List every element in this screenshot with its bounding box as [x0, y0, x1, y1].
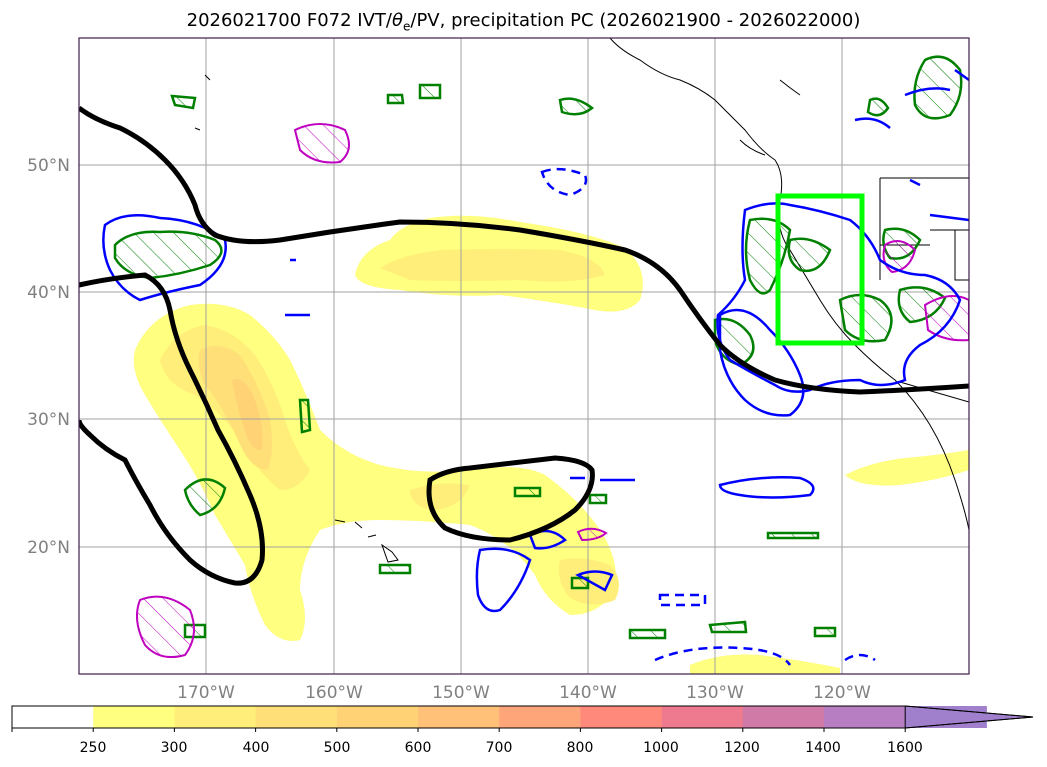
colorbar-labels: 250 300 400 500 600 700 800 1000 1200 14… [80, 740, 923, 756]
colorbar-segment [336, 706, 419, 728]
colorbar-tick-label: 500 [324, 740, 351, 756]
lat-label: 30°N [27, 410, 70, 430]
lon-label: 160°W [305, 683, 363, 703]
colorbar-segment [824, 706, 906, 728]
lon-label: 120°W [813, 683, 871, 703]
colorbar-tick-label: 250 [80, 740, 107, 756]
colorbar-segment [580, 706, 663, 728]
gridlines [79, 38, 969, 674]
colorbar-tick-label: 1000 [643, 740, 679, 756]
colorbar-outline [11, 705, 1034, 729]
map-border [78, 37, 970, 675]
colorbar-segment [418, 706, 500, 728]
colorbar-segment [499, 706, 581, 728]
ivt-contours [79, 105, 969, 586]
colorbar-segment [93, 706, 175, 728]
verification-box [775, 193, 865, 346]
latitude-labels: 50°N 40°N 30°N 20°N [27, 156, 70, 558]
lon-label: 130°W [686, 683, 744, 703]
colorbar-tick-label: 300 [161, 740, 188, 756]
colorbar-segment [742, 706, 825, 728]
colorbar-segment [255, 706, 338, 728]
colorbar-tick-label: 800 [567, 740, 594, 756]
map-title: 2026021700 F072 IVT/θe/PV, precipitation… [186, 10, 861, 34]
colorbar-segment [12, 706, 94, 728]
colorbar [11, 705, 1034, 732]
ivt-shading [133, 215, 969, 674]
lon-label: 150°W [432, 683, 490, 703]
lat-label: 20°N [27, 538, 70, 558]
colorbar-tick-label: 1200 [724, 740, 760, 756]
colorbar-segment [174, 706, 257, 728]
colorbar-tick-label: 1400 [805, 740, 841, 756]
lon-label: 170°W [177, 683, 235, 703]
pv-dashed-contours [540, 167, 876, 666]
colorbar-tick-label: 600 [405, 740, 432, 756]
longitude-labels: 170°W 160°W 150°W 140°W 130°W 120°W [177, 683, 871, 703]
pv-contours [102, 68, 969, 613]
colorbar-tick-label: 400 [243, 740, 270, 756]
lat-label: 40°N [27, 283, 70, 303]
colorbar-tick-label: 700 [486, 740, 513, 756]
lon-label: 140°W [559, 683, 617, 703]
colorbar-segment [661, 706, 744, 728]
lat-label: 50°N [27, 156, 70, 176]
colorbar-tick-label: 1600 [887, 740, 923, 756]
